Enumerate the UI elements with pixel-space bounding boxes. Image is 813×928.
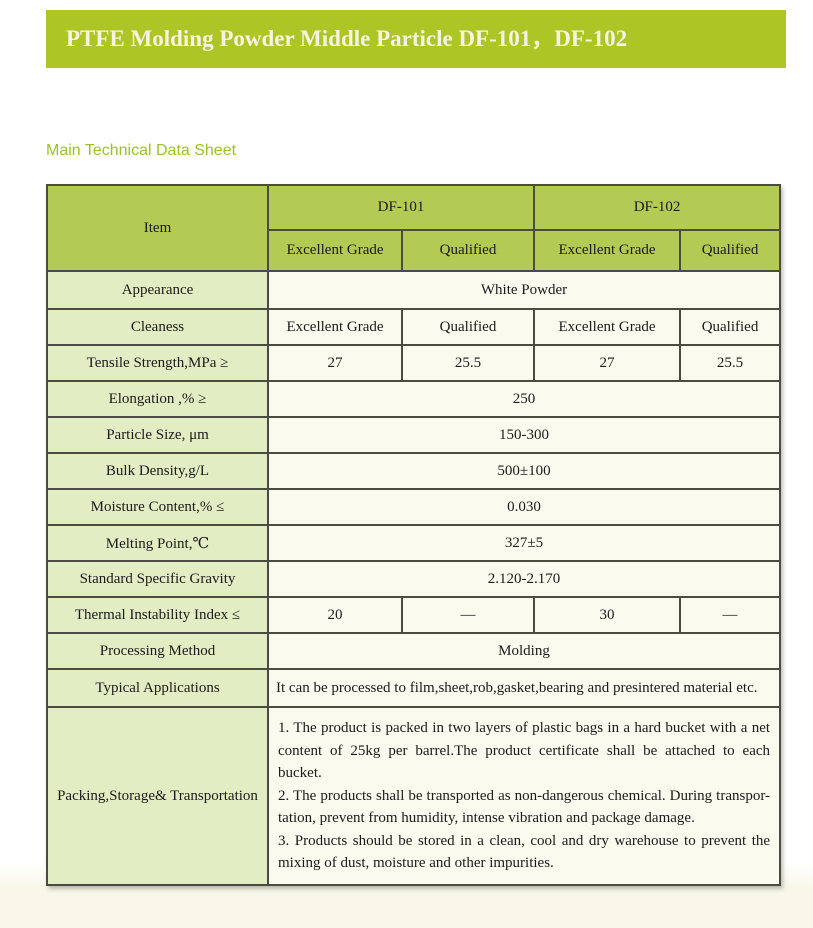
row-label-cell: Elongation ,% ≥ bbox=[46, 380, 269, 418]
row-value-cell: 150-300 bbox=[266, 416, 782, 454]
row-value-cell: 2.120-2.170 bbox=[266, 560, 782, 598]
row-value-cell: 327±5 bbox=[266, 524, 782, 562]
row-value-cell: 0.030 bbox=[266, 488, 782, 526]
row-appearance: Appearance White Powder bbox=[46, 270, 782, 310]
header-cell-grade: Excellent Grade bbox=[533, 229, 682, 272]
technical-data-table: Item DF-101 DF-102 Excellent Grade Quali… bbox=[46, 184, 782, 886]
row-label-cell: Packing,Storage& Transportation bbox=[46, 706, 269, 886]
title-banner: PTFE Molding Powder Middle Particle DF-1… bbox=[46, 10, 786, 68]
header-cell-item: Item bbox=[46, 184, 269, 272]
row-label-cell: Moisture Content,% ≤ bbox=[46, 488, 269, 526]
row-typical-applications: Typical Applications It can be processed… bbox=[46, 668, 782, 708]
header-cell-df101: DF-101 bbox=[266, 184, 536, 231]
packing-note-2: 2. The products shall be transported as … bbox=[278, 787, 771, 827]
row-value-cell: It can be processed to film,sheet,rob,ga… bbox=[266, 668, 782, 708]
packing-note-3: 3. Products should be stored in a clean,… bbox=[278, 832, 771, 872]
row-value-cell: 25.5 bbox=[400, 344, 536, 382]
row-value-cell: 250 bbox=[266, 380, 782, 418]
header-cell-grade: Qualified bbox=[400, 229, 536, 272]
row-processing-method: Processing Method Molding bbox=[46, 632, 782, 670]
row-cleaness: Cleaness Excellent Grade Qualified Excel… bbox=[46, 308, 782, 346]
row-label-cell: Bulk Density,g/L bbox=[46, 452, 269, 490]
header-cell-grade: Qualified bbox=[679, 229, 782, 272]
row-bulk-density: Bulk Density,g/L 500±100 bbox=[46, 452, 782, 490]
row-value-cell: Molding bbox=[266, 632, 782, 670]
row-value-cell: 30 bbox=[533, 596, 682, 634]
table-header-row-grades: Excellent Grade Qualified Excellent Grad… bbox=[47, 229, 782, 272]
row-value-cell: Qualified bbox=[400, 308, 536, 346]
row-moisture-content: Moisture Content,% ≤ 0.030 bbox=[46, 488, 782, 526]
row-value-cell: Qualified bbox=[679, 308, 782, 346]
row-label-cell: Cleaness bbox=[46, 308, 269, 346]
row-tensile-strength: Tensile Strength,MPa ≥ 27 25.5 27 25.5 bbox=[46, 344, 782, 382]
row-label-cell: Standard Specific Gravity bbox=[46, 560, 269, 598]
row-label-cell: Tensile Strength,MPa ≥ bbox=[46, 344, 269, 382]
section-heading: Main Technical Data Sheet bbox=[46, 142, 237, 159]
row-elongation: Elongation ,% ≥ 250 bbox=[46, 380, 782, 418]
row-value-cell: 20 bbox=[267, 596, 403, 634]
row-label-cell: Appearance bbox=[46, 270, 269, 310]
header-cell-grade: Excellent Grade bbox=[267, 229, 403, 272]
row-thermal-instability: Thermal Instability Index ≤ 20 — 30 — bbox=[46, 596, 782, 634]
header-cell-df102: DF-102 bbox=[533, 184, 782, 231]
row-value-cell: White Powder bbox=[266, 270, 782, 310]
row-packing-storage: Packing,Storage& Transportation 1. The p… bbox=[46, 706, 782, 886]
row-value-cell: 500±100 bbox=[266, 452, 782, 490]
row-label-cell: Processing Method bbox=[46, 632, 269, 670]
row-specific-gravity: Standard Specific Gravity 2.120-2.170 bbox=[46, 560, 782, 598]
row-label-cell: Melting Point,℃ bbox=[46, 524, 269, 562]
page-title: PTFE Molding Powder Middle Particle DF-1… bbox=[66, 26, 628, 51]
row-value-cell: Excellent Grade bbox=[267, 308, 403, 346]
row-value-cell: 27 bbox=[533, 344, 682, 382]
row-value-cell: 27 bbox=[267, 344, 403, 382]
table-header-row-groups: Item DF-101 DF-102 bbox=[46, 184, 782, 272]
row-value-cell: 25.5 bbox=[679, 344, 782, 382]
packing-note-1: 1. The product is packed in two layers o… bbox=[278, 720, 771, 782]
row-value-cell: — bbox=[400, 596, 536, 634]
row-value-cell: Excellent Grade bbox=[533, 308, 682, 346]
row-label-cell: Thermal Instability Index ≤ bbox=[46, 596, 269, 634]
row-value-cell: 1. The product is packed in two layers o… bbox=[266, 706, 782, 886]
row-label-cell: Particle Size, μm bbox=[46, 416, 269, 454]
row-melting-point: Melting Point,℃ 327±5 bbox=[46, 524, 782, 562]
row-particle-size: Particle Size, μm 150-300 bbox=[46, 416, 782, 454]
row-label-cell: Typical Applications bbox=[46, 668, 269, 708]
row-value-cell: — bbox=[679, 596, 782, 634]
